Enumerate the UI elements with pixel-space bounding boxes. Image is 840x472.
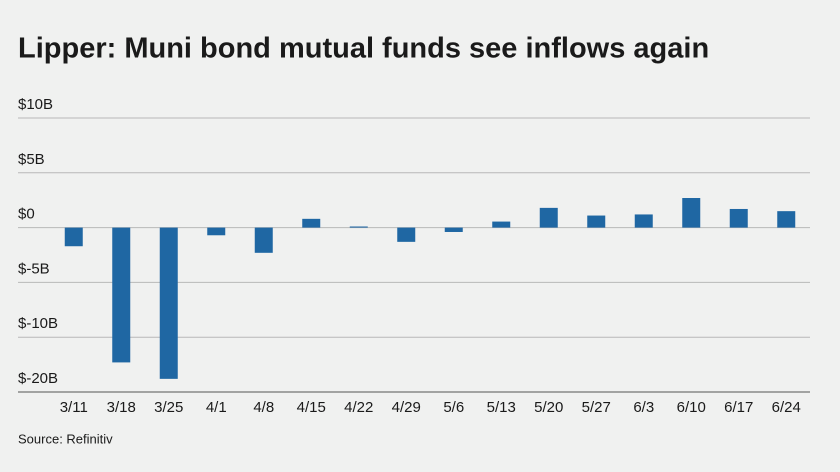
y-tick-label: $-10B: [18, 315, 58, 332]
x-tick-label: 4/22: [344, 399, 373, 416]
bar: [159, 227, 178, 379]
x-tick-label: 3/25: [154, 399, 183, 416]
bar: [777, 211, 796, 228]
x-tick-label: 5/20: [534, 399, 563, 416]
y-tick-label: $10B: [18, 96, 53, 113]
x-tick-label: 6/24: [772, 399, 801, 416]
chart-title: Lipper: Muni bond mutual funds see inflo…: [18, 33, 709, 65]
x-tick-label: 5/6: [443, 399, 464, 416]
bar: [587, 215, 606, 228]
y-tick-label: $-5B: [18, 260, 50, 277]
x-tick-label: 4/8: [253, 399, 274, 416]
x-tick-label: 5/13: [487, 399, 516, 416]
x-tick-label: 5/27: [582, 399, 611, 416]
bar: [682, 198, 701, 228]
bar: [492, 221, 511, 228]
bar: [207, 227, 226, 236]
bar: [634, 214, 653, 228]
x-tick-label: 4/1: [206, 399, 227, 416]
x-tick-label: 3/11: [60, 399, 88, 416]
x-tick-label: 6/10: [677, 399, 706, 416]
y-tick-label: $5B: [18, 151, 45, 168]
bar: [444, 227, 463, 232]
bar: [539, 207, 558, 228]
x-tick-label: 4/29: [392, 399, 421, 416]
x-tick-label: 6/3: [633, 399, 654, 416]
bar: [112, 227, 131, 363]
y-tick-label: $-20B: [18, 370, 58, 387]
bar: [302, 218, 321, 228]
x-tick-label: 4/15: [297, 399, 326, 416]
source-note: Source: Refinitiv: [18, 431, 113, 446]
x-tick-label: 6/17: [724, 399, 753, 416]
bar: [254, 227, 273, 253]
x-tick-label: 3/18: [107, 399, 136, 416]
bar: [729, 208, 748, 228]
bar: [349, 226, 368, 228]
bar: [64, 227, 83, 247]
y-tick-label: $0: [18, 206, 35, 223]
bar: [397, 227, 416, 242]
